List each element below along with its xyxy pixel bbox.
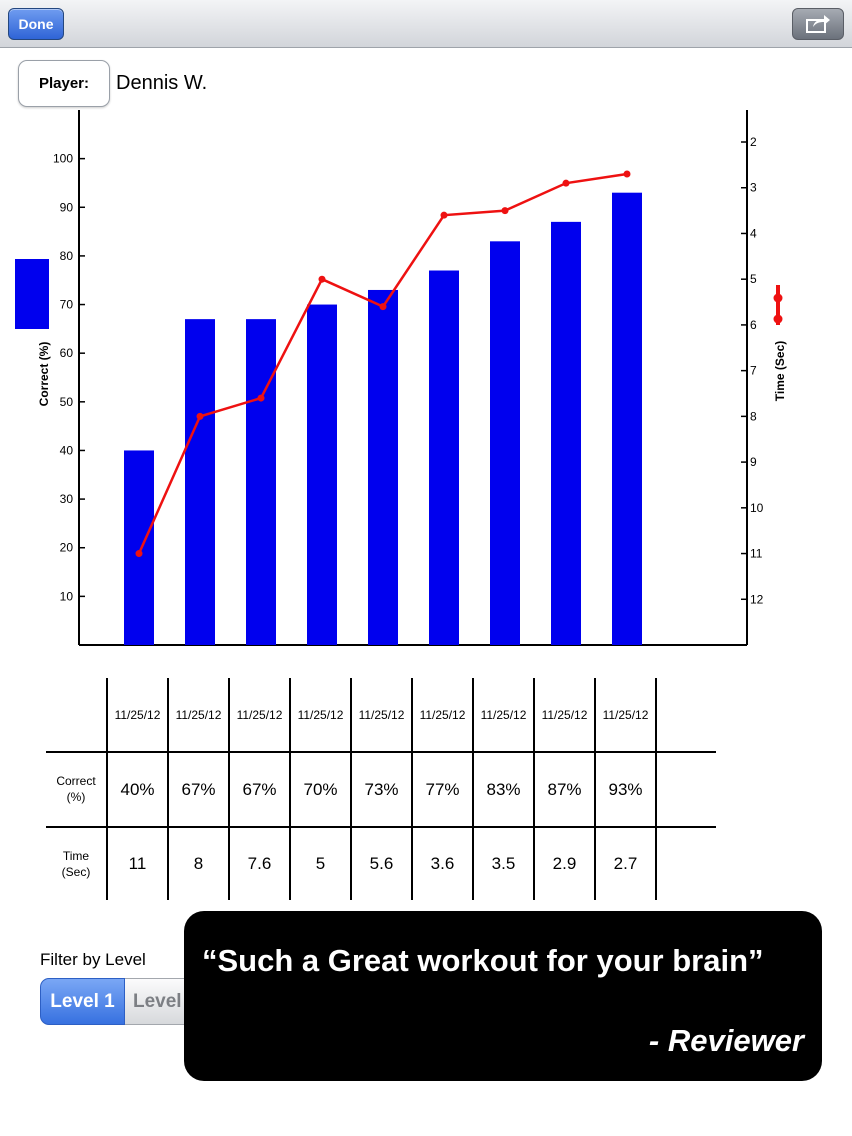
bar bbox=[307, 304, 337, 645]
left-tick-label: 10 bbox=[60, 589, 74, 603]
table-date-header: 11/25/12 bbox=[541, 707, 588, 722]
right-tick-label: 6 bbox=[750, 318, 757, 332]
table-column-divider bbox=[472, 678, 474, 900]
results-table: Correct (%) Time (Sec) 11/25/12 11/25/12 11/… bbox=[0, 676, 852, 904]
left-axis-label: Correct (%) bbox=[37, 342, 51, 407]
quote-text: “Such a Great workout for your brain” bbox=[202, 943, 764, 978]
time-cell: 8 bbox=[193, 854, 204, 873]
table-date-header: 11/25/12 bbox=[358, 707, 405, 722]
bar-legend-swatch bbox=[15, 259, 49, 329]
bar bbox=[551, 221, 581, 645]
table-column-divider bbox=[106, 678, 108, 900]
time-point bbox=[318, 275, 326, 283]
table-column-divider bbox=[350, 678, 352, 900]
correct-cell: 67% bbox=[181, 779, 216, 799]
table-column-divider bbox=[655, 678, 657, 900]
time-point bbox=[440, 211, 448, 219]
level-1-segment[interactable]: Level 1 bbox=[40, 978, 125, 1025]
table-date-header: 11/25/12 bbox=[236, 707, 283, 722]
right-axis-label: Time (Sec) bbox=[773, 341, 787, 401]
line-legend-dot bbox=[773, 314, 783, 324]
bar bbox=[429, 270, 459, 645]
right-tick-label: 9 bbox=[750, 455, 757, 469]
right-tick-label: 3 bbox=[750, 181, 757, 195]
navigation-bar: Done bbox=[0, 0, 852, 48]
right-tick-label: 2 bbox=[750, 135, 757, 149]
bar bbox=[612, 192, 642, 645]
left-tick-label: 30 bbox=[60, 492, 74, 506]
correct-cell: 87% bbox=[547, 779, 582, 799]
table-date-header: 11/25/12 bbox=[175, 707, 222, 722]
right-tick-label: 7 bbox=[750, 364, 757, 378]
right-tick-label: 5 bbox=[750, 272, 757, 286]
time-cell: 5.6 bbox=[369, 854, 394, 873]
time-cell: 3.6 bbox=[430, 854, 455, 873]
table-date-header: 11/25/12 bbox=[480, 707, 527, 722]
table-date-header: 11/25/12 bbox=[419, 707, 466, 722]
time-cell: 7.6 bbox=[247, 854, 272, 873]
table-column-divider bbox=[167, 678, 169, 900]
time-cell: 11 bbox=[128, 854, 147, 873]
time-cell: 2.9 bbox=[552, 854, 577, 873]
done-button[interactable]: Done bbox=[8, 8, 64, 40]
correct-cell: 77% bbox=[425, 779, 460, 799]
time-point bbox=[135, 550, 143, 558]
correct-cell: 93% bbox=[608, 779, 643, 799]
table-column-divider bbox=[533, 678, 535, 900]
bar bbox=[124, 450, 154, 645]
right-tick-label: 8 bbox=[750, 409, 757, 423]
left-tick-label: 70 bbox=[60, 298, 74, 312]
time-point bbox=[562, 179, 570, 187]
left-tick-label: 80 bbox=[60, 249, 74, 263]
table-column-divider bbox=[594, 678, 596, 900]
bar bbox=[246, 319, 276, 645]
right-tick-label: 12 bbox=[750, 592, 764, 606]
player-button[interactable]: Player: bbox=[18, 60, 110, 107]
table-column-divider bbox=[411, 678, 413, 900]
table-column-divider bbox=[228, 678, 230, 900]
player-name: Dennis W. bbox=[116, 72, 208, 94]
time-point bbox=[501, 207, 509, 215]
progress-chart: 10 20 30 40 50 60 70 80 90 100 2 3 4 5 6 7 8 9 10 11 12 Corre… bbox=[15, 110, 787, 646]
right-tick-label: 4 bbox=[750, 226, 757, 240]
correct-cell: 70% bbox=[303, 779, 338, 799]
time-cell: 5 bbox=[315, 854, 326, 873]
right-tick-label: 10 bbox=[750, 501, 764, 515]
left-tick-label: 90 bbox=[60, 200, 74, 214]
table-date-header: 11/25/12 bbox=[114, 707, 161, 722]
left-tick-label: 40 bbox=[60, 443, 74, 457]
share-icon bbox=[806, 15, 830, 33]
left-tick-label: 20 bbox=[60, 541, 74, 555]
correct-cell: 40% bbox=[120, 779, 155, 799]
bar bbox=[368, 289, 398, 645]
time-point bbox=[379, 303, 387, 311]
correct-cell: 83% bbox=[486, 779, 521, 799]
time-point bbox=[196, 412, 204, 420]
time-point bbox=[623, 170, 631, 178]
correct-cell: 67% bbox=[242, 779, 277, 799]
bar bbox=[185, 319, 215, 645]
correct-cell: 73% bbox=[364, 779, 399, 799]
time-cell: 2.7 bbox=[613, 854, 638, 873]
correct-row-label: Correct (%) bbox=[56, 774, 96, 804]
bar bbox=[490, 241, 520, 645]
left-tick-label: 50 bbox=[60, 395, 74, 409]
filter-by-level-label: Filter by Level bbox=[40, 950, 146, 969]
time-point bbox=[257, 394, 265, 402]
table-row-divider bbox=[46, 751, 716, 753]
review-quote-banner: “Such a Great workout for your brain” - … bbox=[184, 911, 822, 1081]
right-tick-label: 11 bbox=[750, 547, 763, 561]
line-legend-dot bbox=[773, 293, 783, 303]
quote-author: - Reviewer bbox=[648, 1023, 804, 1058]
left-tick-label: 100 bbox=[53, 152, 73, 166]
time-row-label: Time (Sec) bbox=[61, 849, 91, 879]
share-button[interactable] bbox=[792, 8, 844, 40]
table-date-header: 11/25/12 bbox=[297, 707, 344, 722]
table-date-header: 11/25/12 bbox=[602, 707, 649, 722]
left-tick-label: 60 bbox=[60, 346, 74, 360]
table-column-divider bbox=[289, 678, 291, 900]
table-row-divider bbox=[46, 826, 716, 828]
time-cell: 3.5 bbox=[491, 854, 516, 873]
